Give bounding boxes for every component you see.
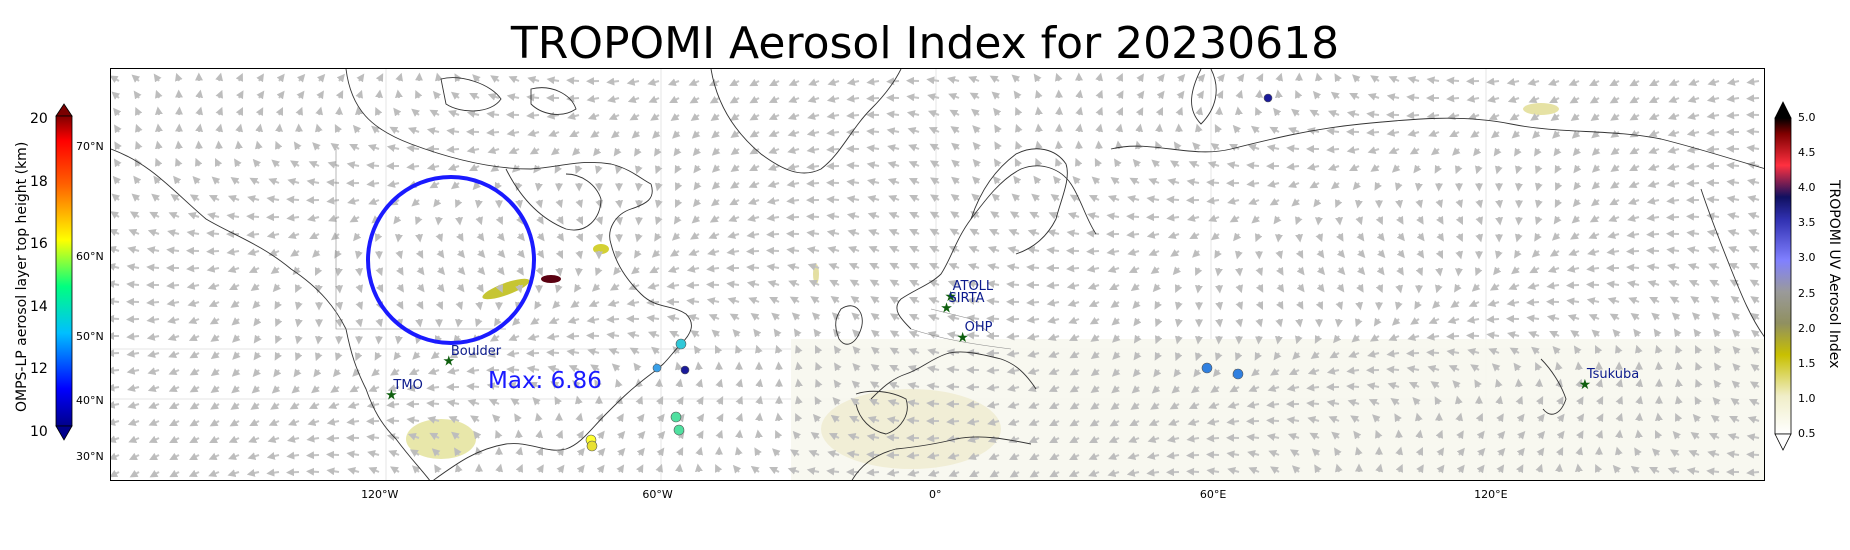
- latitude-tick: 70°N: [76, 140, 104, 153]
- left-colorbar-tick: 16: [30, 236, 48, 252]
- right-colorbar-tick: 1.5: [1798, 356, 1816, 370]
- left-colorbar-tick: 10: [30, 423, 48, 440]
- latitude-tick: 60°N: [76, 250, 104, 263]
- station-label: Tsukuba: [1586, 367, 1640, 383]
- aerosol-shading: [406, 103, 1764, 480]
- left-colorbar-tick: 18: [30, 173, 48, 190]
- station-star-icon: ★: [385, 388, 398, 404]
- x-tick-label: 60°E: [1199, 488, 1227, 501]
- station-label: Boulder: [450, 343, 502, 359]
- station-label: ATOLL: [952, 279, 994, 295]
- max-annotation: Max: 6.86: [488, 368, 602, 394]
- right-colorbar-tick: 4.0: [1798, 181, 1816, 195]
- station-label: TMO: [393, 377, 423, 393]
- right-colorbar-tick: 4.5: [1798, 146, 1816, 160]
- map-title: TROPOMI Aerosol Index for 20230618: [510, 18, 1340, 69]
- omps-points: [585, 93, 1273, 452]
- right-colorbar-tick: 1.0: [1798, 391, 1816, 405]
- right-colorbar-tick: 0.5: [1798, 426, 1816, 440]
- station-label: SIRTA: [948, 290, 985, 306]
- right-colorbar: [1774, 101, 1792, 451]
- wind-vectors: [111, 72, 1760, 478]
- station-markers: ★★★★★★: [385, 289, 1591, 403]
- left-colorbar-tick: 20: [30, 111, 48, 127]
- latitude-tick: 40°N: [76, 394, 104, 407]
- right-colorbar-tick: 2.0: [1798, 321, 1816, 335]
- latitude-tick: 50°N: [76, 330, 104, 343]
- left-colorbar: [55, 103, 73, 441]
- x-tick-label: 120°E: [1474, 488, 1508, 501]
- station-star-icon: ★: [956, 330, 969, 346]
- map-frame: ★ ★ ★ ★ ★ ★: [110, 68, 1765, 481]
- map-canvas: ★★★★★★: [111, 69, 1764, 480]
- station-label: OHP: [964, 319, 993, 335]
- right-colorbar-tick: 5.0: [1798, 111, 1816, 124]
- coastlines: [111, 69, 1764, 480]
- right-colorbar-label: TROPOMI UV Aerosol Index: [1826, 180, 1842, 369]
- left-colorbar-tick: 12: [30, 361, 48, 377]
- x-tick-label: 120°W: [361, 488, 399, 501]
- x-tick-label: 60°W: [642, 488, 673, 501]
- station-star-icon: ★: [940, 301, 953, 317]
- right-colorbar-tick: 3.0: [1798, 251, 1816, 265]
- latitude-tick: 30°N: [76, 450, 104, 463]
- max-region-circle: [366, 175, 536, 345]
- x-tick-label: 0°: [929, 488, 942, 501]
- left-colorbar-label: OMPS-LP aerosol layer top height (km): [14, 141, 30, 412]
- right-colorbar-tick: 2.5: [1798, 286, 1816, 300]
- country-borders: [335, 149, 1012, 350]
- station-star-icon: ★: [443, 354, 456, 370]
- station-star-icon: ★: [1579, 377, 1592, 393]
- station-star-icon: ★: [944, 289, 957, 305]
- left-colorbar-tick: 14: [30, 298, 48, 315]
- right-colorbar-tick: 3.5: [1798, 216, 1816, 230]
